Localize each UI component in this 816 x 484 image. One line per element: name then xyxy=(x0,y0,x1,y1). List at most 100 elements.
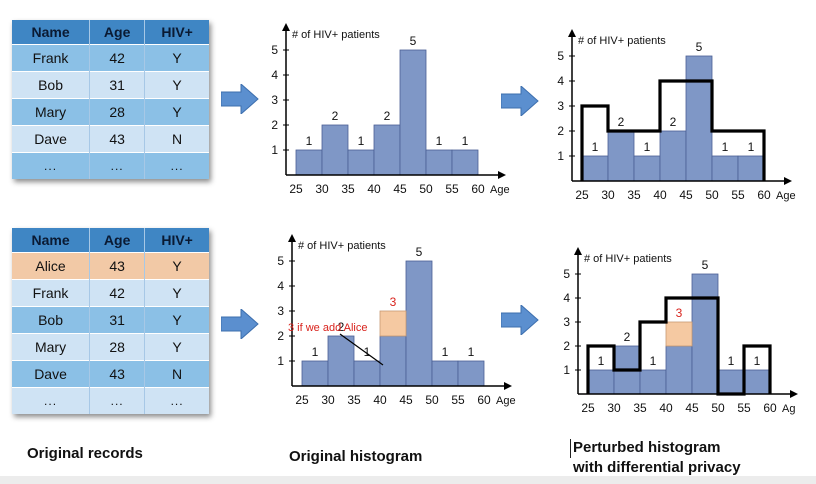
bar-value-label: 1 xyxy=(650,354,657,368)
y-tick-label: 5 xyxy=(277,254,284,268)
y-tick-label: 2 xyxy=(557,124,564,138)
x-tick-label: 55 xyxy=(451,393,465,407)
table-cell: Frank xyxy=(12,279,91,307)
table-row: Mary 28 Y xyxy=(12,98,209,126)
y-axis-arrow-icon xyxy=(568,29,576,37)
histogram-bar xyxy=(457,360,485,387)
table-cell: 42 xyxy=(89,279,146,307)
histogram-bar xyxy=(581,155,609,182)
histogram-bar xyxy=(373,124,401,176)
x-axis-label: Age xyxy=(776,190,796,202)
table-cell: 43 xyxy=(89,125,146,153)
histogram-bar xyxy=(691,273,719,395)
x-tick-label: 40 xyxy=(653,188,667,202)
x-tick-label: 35 xyxy=(347,393,361,407)
table-cell: ... xyxy=(12,387,91,414)
histogram-bar xyxy=(639,369,667,395)
column-header: Name xyxy=(12,228,91,253)
y-tick-label: 5 xyxy=(563,267,570,281)
x-tick-label: 25 xyxy=(575,188,589,202)
histogram-bar xyxy=(633,155,661,182)
table-cell: 28 xyxy=(89,98,146,126)
bar-value-label: 1 xyxy=(436,134,443,148)
table-cell: 43 xyxy=(89,252,146,280)
caption-perturbed-histogram: Perturbed histogram xyxy=(573,439,721,456)
histogram-bar xyxy=(659,130,687,182)
bar-value-label: 1 xyxy=(592,140,599,154)
y-tick-label: 1 xyxy=(557,149,564,163)
x-axis-arrow-icon xyxy=(504,382,512,390)
annotation-text: 3 if we add Alice xyxy=(288,322,368,334)
table-cell: N xyxy=(144,125,209,153)
table-row: Frank 42 Y xyxy=(12,279,209,307)
x-tick-label: 60 xyxy=(763,401,777,415)
bar-value-label: 2 xyxy=(332,109,339,123)
records-table-top: Name Age HIV+ Frank 42 Y Bob 31 Y Mary 28 Y Dave 43 N.… xyxy=(12,20,209,179)
table-cell: Mary xyxy=(12,333,91,361)
table-row: Mary 28 Y xyxy=(12,333,209,361)
arrow-right-icon xyxy=(221,309,259,339)
table-cell: 31 xyxy=(89,306,146,334)
table-cell: 43 xyxy=(89,360,146,388)
column-header: Age xyxy=(89,20,146,45)
histogram-bar xyxy=(399,49,427,176)
perturbed-histogram-outline xyxy=(586,296,772,396)
bar-value-label: 5 xyxy=(416,245,423,259)
histogram-bar xyxy=(737,155,765,182)
bar-value-label: 1 xyxy=(468,345,475,359)
table-row: Dave 43 N xyxy=(12,125,209,153)
x-axis-arrow-icon xyxy=(498,171,506,179)
x-tick-label: 45 xyxy=(685,401,699,415)
bar-value-label: 1 xyxy=(364,345,371,359)
table-cell: ... xyxy=(12,152,91,179)
table-cell: Bob xyxy=(12,306,91,334)
x-tick-label: 25 xyxy=(295,393,309,407)
histogram-bar xyxy=(587,369,615,395)
table-cell: Y xyxy=(144,98,209,126)
x-tick-label: 45 xyxy=(679,188,693,202)
table-cell: Alice xyxy=(12,252,91,280)
bar-value-label: 1 xyxy=(306,134,313,148)
x-axis-label: Ag xyxy=(782,403,795,415)
table-cell: ... xyxy=(89,387,146,414)
y-tick-label: 4 xyxy=(271,68,278,82)
x-tick-label: 60 xyxy=(757,188,771,202)
table-cell: ... xyxy=(89,152,146,179)
histogram-bar xyxy=(353,360,381,387)
bar-value-label: 1 xyxy=(722,140,729,154)
histogram-bar xyxy=(665,345,693,395)
table-cell: Y xyxy=(144,333,209,361)
arrow-right-icon xyxy=(221,84,259,114)
x-tick-label: 55 xyxy=(731,188,745,202)
bar-value-label: 1 xyxy=(644,140,651,154)
y-tick-label: 3 xyxy=(277,304,284,318)
y-tick-label: 2 xyxy=(563,339,570,353)
y-tick-label: 2 xyxy=(271,118,278,132)
y-tick-label: 4 xyxy=(557,74,564,88)
y-tick-label: 3 xyxy=(563,315,570,329)
table-cell: Frank xyxy=(12,44,91,72)
histogram-bar xyxy=(685,55,713,182)
x-axis-label: Age xyxy=(490,184,510,196)
x-tick-label: 60 xyxy=(477,393,491,407)
y-tick-label: 2 xyxy=(277,329,284,343)
table-cell: ... xyxy=(144,152,209,179)
bar-value-label: 2 xyxy=(384,109,391,123)
histogram-bar xyxy=(321,124,349,176)
table-cell: Y xyxy=(144,252,209,280)
table-cell: Mary xyxy=(12,98,91,126)
bar-value-label: 1 xyxy=(748,140,755,154)
histogram-bar xyxy=(717,369,745,395)
bar-value-label: 5 xyxy=(696,40,703,54)
x-tick-label: 30 xyxy=(607,401,621,415)
table-cell: Y xyxy=(144,44,209,72)
y-tick-label: 5 xyxy=(557,49,564,63)
x-tick-label: 35 xyxy=(341,182,355,196)
x-tick-label: 40 xyxy=(659,401,673,415)
table-cell: 31 xyxy=(89,71,146,99)
bar-value-label: 1 xyxy=(462,134,469,148)
x-axis-label: Age xyxy=(496,395,516,407)
histogram-bar xyxy=(327,335,355,387)
y-axis-arrow-icon xyxy=(574,247,582,255)
